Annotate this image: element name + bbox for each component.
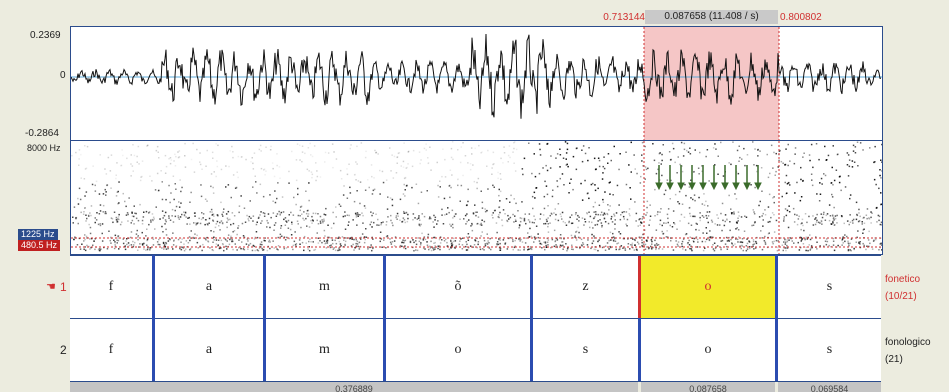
tier1-interval[interactable]: õ — [454, 279, 462, 294]
tier2-count: (21) — [885, 354, 903, 365]
tier1-interval[interactable]: m — [319, 279, 330, 294]
spectrogram-max-freq: 8000 Hz — [27, 143, 61, 153]
tier1-number[interactable]: 1 — [60, 280, 67, 294]
visible-duration-bar[interactable]: 0.376889 — [70, 382, 638, 392]
spectrogram-panel[interactable] — [70, 140, 883, 255]
tier2-interval[interactable]: s — [582, 342, 589, 357]
tier1-interval[interactable]: s — [826, 279, 833, 294]
waveform-panel[interactable] — [70, 26, 883, 141]
formant-1225-label: 1225 Hz — [18, 229, 58, 240]
selected-boundary — [638, 256, 641, 318]
selected-interval-highlight — [641, 256, 775, 318]
tier1-name: fonetico — [885, 274, 921, 285]
formant-480-label: 480.5 Hz — [18, 240, 61, 251]
tier2-number[interactable]: 2 — [60, 343, 67, 357]
tier1-interval[interactable]: a — [205, 279, 213, 294]
tier2-interval[interactable]: s — [826, 342, 833, 357]
tier2-interval[interactable]: m — [319, 342, 330, 357]
tier1-interval[interactable]: z — [582, 279, 589, 294]
tier2-name: fonologico — [885, 337, 931, 348]
amplitude-min-label: -0.2864 — [25, 128, 59, 139]
tier2-interval[interactable]: o — [454, 342, 462, 357]
amplitude-zero-label: 0 — [60, 70, 66, 81]
tier2-interval[interactable]: o — [704, 342, 712, 357]
tier1-count: (10/21) — [885, 291, 917, 302]
tier1-interval[interactable]: f — [108, 279, 114, 294]
selection-end-time: 0.800802 — [780, 12, 822, 23]
tier1-interval-selected[interactable]: o — [704, 279, 712, 294]
selection-duration-bar[interactable]: 0.087658 — [641, 382, 775, 392]
selection-start-time: 0.713144 — [603, 12, 645, 23]
selection-duration[interactable]: 0.087658 (11.408 / s) — [645, 10, 778, 24]
tier2-interval[interactable]: f — [108, 342, 114, 357]
tier2-interval[interactable]: a — [205, 342, 213, 357]
after-duration-bar[interactable]: 0.069584 — [778, 382, 881, 392]
tier-selected-pointer-icon: ☚ — [46, 281, 56, 293]
amplitude-max-label: 0.2369 — [30, 30, 61, 41]
